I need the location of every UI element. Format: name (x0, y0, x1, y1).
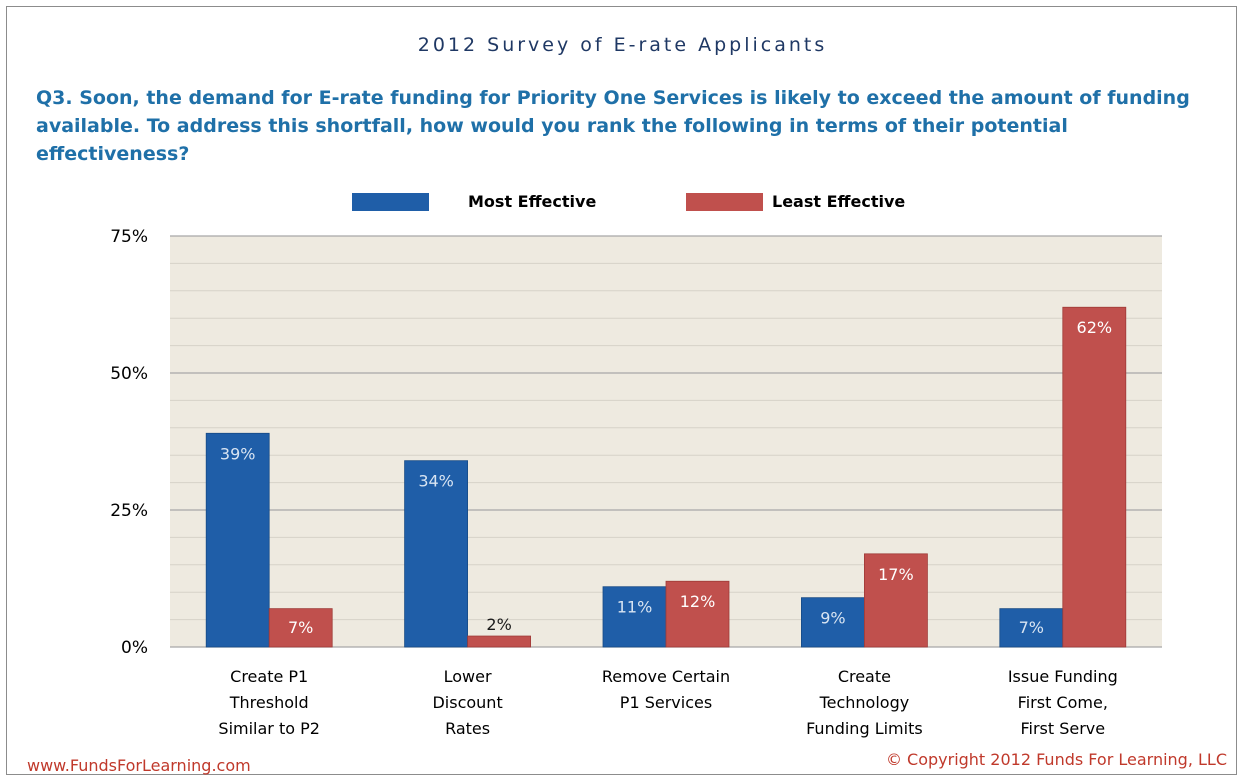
data-label: 2% (486, 615, 511, 634)
legend-swatch-least-effective (686, 193, 763, 211)
x-category-label: Technology (819, 693, 910, 712)
data-label: 11% (617, 598, 653, 617)
survey-title: 2012 Survey of E-rate Applicants (417, 34, 828, 56)
data-label: 12% (680, 592, 716, 611)
data-label: 17% (878, 565, 914, 584)
bar-most-effective (999, 608, 1064, 648)
y-tick-label: 50% (110, 364, 148, 384)
plot-area (170, 236, 1162, 647)
x-category-label: Issue Funding (1008, 667, 1118, 686)
legend-label-least-effective: Least Effective (772, 192, 905, 211)
x-category-label: Discount (432, 693, 502, 712)
x-category-label: Remove Certain (602, 667, 730, 686)
bar-most-effective (801, 597, 865, 648)
x-category-label: Similar to P2 (218, 719, 320, 738)
data-label: 62% (1077, 318, 1113, 337)
bar-least-effective (268, 608, 333, 648)
x-category-label: Threshold (229, 693, 309, 712)
y-tick-label: 0% (121, 638, 148, 658)
legend-label-most-effective: Most Effective (468, 192, 596, 211)
data-label: 9% (820, 609, 845, 628)
bar-least-effective (864, 553, 928, 648)
bar-least-effective (467, 635, 532, 648)
bar-most-effective (404, 460, 469, 648)
x-category-label: Lower (444, 667, 492, 686)
bar-least-effective (1062, 306, 1127, 648)
website-footer[interactable]: www.FundsForLearning.com (27, 756, 251, 775)
question-text: Q3. Soon, the demand for E-rate funding … (36, 87, 1190, 165)
data-label: 7% (288, 618, 313, 637)
x-category-label: Rates (445, 719, 490, 738)
data-label: 39% (220, 444, 256, 463)
y-tick-label: 25% (110, 501, 148, 521)
x-category-label: P1 Services (620, 693, 712, 712)
y-tick-label: 75% (110, 227, 148, 247)
bar-most-effective (205, 432, 270, 648)
x-category-label: Create P1 (230, 667, 308, 686)
x-category-label: Funding Limits (806, 719, 923, 738)
legend-swatch-most-effective (352, 193, 429, 211)
copyright-footer: © Copyright 2012 Funds For Learning, LLC (885, 750, 1227, 769)
x-category-label: First Serve (1020, 719, 1105, 738)
bar-least-effective (665, 580, 730, 648)
bar-most-effective (602, 586, 667, 648)
x-category-label: Create (838, 667, 891, 686)
x-category-label: First Come, (1018, 693, 1108, 712)
data-label: 7% (1019, 618, 1044, 637)
data-label: 34% (418, 472, 454, 491)
